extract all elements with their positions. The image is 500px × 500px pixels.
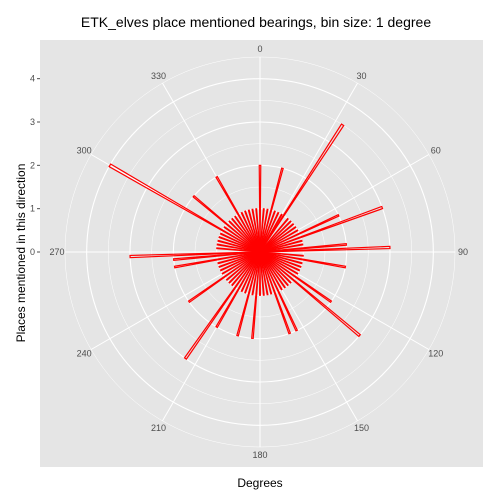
bar xyxy=(259,251,302,268)
bar xyxy=(251,251,261,296)
bar xyxy=(259,229,299,253)
bar xyxy=(259,167,284,253)
bar xyxy=(259,243,304,253)
angle-tick-label: 30 xyxy=(356,71,366,81)
angle-tick-labels: 0 30 60 90 120 150 180 210 240 270 300 330 xyxy=(49,44,468,460)
angle-tick-label: 120 xyxy=(428,349,443,359)
radial-tick-label: 1 xyxy=(30,204,35,214)
angle-tick-label: 270 xyxy=(49,247,64,257)
bar xyxy=(259,251,304,257)
bar xyxy=(219,232,261,253)
bar xyxy=(259,213,340,253)
bar xyxy=(259,251,273,295)
bar xyxy=(258,164,262,253)
angle-tick-label: 300 xyxy=(77,146,92,156)
bar xyxy=(215,175,261,253)
bar xyxy=(259,223,295,253)
bar xyxy=(225,251,261,281)
bar xyxy=(259,251,283,291)
bar xyxy=(192,194,261,253)
radial-tick-label: 3 xyxy=(30,117,35,127)
bar xyxy=(240,251,261,293)
angle-tick-label: 90 xyxy=(458,247,468,257)
bar xyxy=(228,251,261,284)
bar xyxy=(218,251,261,268)
bar xyxy=(259,251,299,332)
bar xyxy=(259,217,289,253)
bar xyxy=(108,163,261,253)
bar xyxy=(255,208,261,253)
y-axis-title: Places mentioned in this direction xyxy=(14,164,28,343)
bar xyxy=(231,251,261,287)
angle-tick-label: 60 xyxy=(431,146,441,156)
angle-tick-label: 330 xyxy=(151,71,166,81)
bar xyxy=(259,220,292,253)
bar xyxy=(233,215,261,253)
bar xyxy=(259,251,292,335)
bar xyxy=(251,208,261,253)
angle-tick-label: 240 xyxy=(77,349,92,359)
bar xyxy=(217,239,261,253)
bar xyxy=(259,123,345,253)
bar xyxy=(259,245,391,253)
bar xyxy=(247,209,261,253)
bars xyxy=(108,123,391,360)
bar xyxy=(259,208,265,253)
bar xyxy=(236,251,261,337)
bar xyxy=(218,236,261,253)
bar xyxy=(259,205,384,253)
bar xyxy=(259,251,289,287)
bar xyxy=(259,251,299,275)
bar xyxy=(251,251,261,340)
bar xyxy=(259,239,303,253)
bar xyxy=(259,251,261,296)
angle-tick-label: 210 xyxy=(151,423,166,433)
bar xyxy=(187,251,261,304)
bar xyxy=(259,251,303,265)
bar xyxy=(244,251,261,294)
bar xyxy=(215,251,261,329)
bar xyxy=(259,251,265,296)
bar xyxy=(259,211,280,253)
bar xyxy=(221,251,261,275)
bar xyxy=(173,251,261,269)
angle-tick-label: 0 xyxy=(257,44,262,54)
bar xyxy=(129,251,261,259)
bar xyxy=(259,225,297,253)
bar xyxy=(223,225,261,253)
bar xyxy=(259,251,301,272)
bar xyxy=(259,251,347,269)
bar xyxy=(259,243,348,253)
bar xyxy=(240,211,261,253)
angle-tick-label: 180 xyxy=(252,450,267,460)
bar xyxy=(244,210,261,253)
bar xyxy=(217,251,261,265)
angle-tick-label: 150 xyxy=(354,423,369,433)
bar xyxy=(259,213,283,253)
bar xyxy=(216,247,261,253)
radial-tick-label: 2 xyxy=(30,160,35,170)
bar xyxy=(219,251,261,272)
radial-tick-labels: 0 1 2 3 4 xyxy=(30,74,40,257)
bar xyxy=(228,220,261,253)
bar xyxy=(259,251,333,304)
bar xyxy=(259,208,269,253)
x-axis-title: Degrees xyxy=(237,476,282,490)
radial-tick-label: 4 xyxy=(30,74,35,84)
bar xyxy=(259,251,269,296)
bar xyxy=(259,251,287,289)
bar xyxy=(231,217,261,253)
bar xyxy=(259,210,276,253)
bar xyxy=(259,251,362,338)
bar xyxy=(183,251,261,360)
chart-title: ETK_elves place mentioned bearings, bin … xyxy=(81,14,431,30)
bar xyxy=(216,243,261,253)
bar xyxy=(172,251,261,261)
radial-tick-label: 0 xyxy=(30,247,35,257)
bar xyxy=(259,251,292,284)
